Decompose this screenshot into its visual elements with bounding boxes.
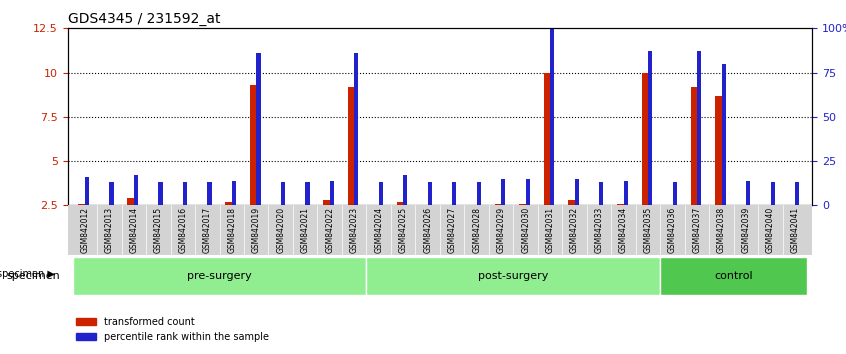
Text: GSM842030: GSM842030 xyxy=(521,207,530,253)
Bar xyxy=(379,182,383,205)
Bar xyxy=(648,51,652,205)
Bar xyxy=(305,182,310,205)
Bar xyxy=(281,182,285,205)
FancyBboxPatch shape xyxy=(366,257,661,295)
FancyBboxPatch shape xyxy=(661,257,807,295)
Bar xyxy=(128,198,136,205)
Text: GSM842020: GSM842020 xyxy=(277,207,285,253)
Bar xyxy=(397,202,405,205)
Text: GSM842028: GSM842028 xyxy=(472,207,481,253)
Text: GSM842032: GSM842032 xyxy=(570,207,580,253)
Bar xyxy=(624,181,628,205)
Bar xyxy=(354,53,359,205)
Text: GSM842019: GSM842019 xyxy=(252,207,261,253)
Bar xyxy=(519,204,528,205)
Bar xyxy=(795,182,799,205)
Bar xyxy=(569,200,577,205)
Bar xyxy=(256,53,261,205)
Text: GSM842014: GSM842014 xyxy=(129,207,138,253)
Text: GSM842023: GSM842023 xyxy=(349,207,359,253)
Bar xyxy=(771,182,775,205)
FancyBboxPatch shape xyxy=(73,257,366,295)
Text: pre-surgery: pre-surgery xyxy=(187,271,252,281)
Bar xyxy=(673,182,677,205)
Text: GSM842016: GSM842016 xyxy=(179,207,187,253)
Text: GSM842041: GSM842041 xyxy=(790,207,799,253)
Bar xyxy=(746,181,750,205)
Bar xyxy=(250,85,258,205)
Text: GSM842012: GSM842012 xyxy=(80,207,90,253)
Text: GSM842031: GSM842031 xyxy=(546,207,555,253)
Bar xyxy=(618,204,626,205)
Bar xyxy=(452,182,457,205)
Bar xyxy=(158,182,162,205)
Text: GSM842035: GSM842035 xyxy=(644,207,652,253)
Bar xyxy=(525,179,530,205)
Bar xyxy=(697,51,701,205)
Legend: transformed count, percentile rank within the sample: transformed count, percentile rank withi… xyxy=(73,313,272,346)
Bar xyxy=(428,182,432,205)
Bar xyxy=(550,28,554,205)
Text: GDS4345 / 231592_at: GDS4345 / 231592_at xyxy=(68,12,220,26)
Text: GSM842038: GSM842038 xyxy=(717,207,726,253)
Text: GSM842021: GSM842021 xyxy=(300,207,310,253)
Text: GSM842025: GSM842025 xyxy=(398,207,408,253)
Bar xyxy=(207,182,212,205)
Text: GSM842036: GSM842036 xyxy=(668,207,677,253)
Text: GSM842024: GSM842024 xyxy=(374,207,383,253)
Bar xyxy=(495,204,503,205)
Bar xyxy=(641,73,651,205)
Bar xyxy=(348,87,356,205)
Text: GSM842034: GSM842034 xyxy=(619,207,628,253)
Text: specimen: specimen xyxy=(7,271,60,281)
Bar xyxy=(109,182,113,205)
Text: GSM842029: GSM842029 xyxy=(497,207,506,253)
Bar xyxy=(183,182,187,205)
Bar xyxy=(85,177,89,205)
Bar xyxy=(404,175,408,205)
Text: GSM842040: GSM842040 xyxy=(766,207,775,253)
Bar xyxy=(79,204,87,205)
Text: GSM842015: GSM842015 xyxy=(154,207,162,253)
Bar xyxy=(134,175,138,205)
Bar xyxy=(690,87,699,205)
Text: GSM842033: GSM842033 xyxy=(595,207,603,253)
Bar xyxy=(715,96,723,205)
Text: GSM842017: GSM842017 xyxy=(203,207,212,253)
Bar xyxy=(501,179,505,205)
Text: post-surgery: post-surgery xyxy=(478,271,548,281)
Text: GSM842022: GSM842022 xyxy=(325,207,334,253)
Bar xyxy=(323,200,332,205)
Text: GSM842018: GSM842018 xyxy=(228,207,236,253)
Text: control: control xyxy=(715,271,753,281)
Bar xyxy=(476,182,481,205)
Bar xyxy=(232,181,236,205)
Text: specimen ▶: specimen ▶ xyxy=(0,269,55,279)
Bar xyxy=(544,73,552,205)
Bar xyxy=(722,64,726,205)
Text: GSM842039: GSM842039 xyxy=(742,207,750,253)
Text: GSM842027: GSM842027 xyxy=(448,207,457,253)
Bar xyxy=(574,179,579,205)
Text: GSM842013: GSM842013 xyxy=(105,207,114,253)
Text: GSM842026: GSM842026 xyxy=(423,207,432,253)
Bar xyxy=(330,181,334,205)
Bar xyxy=(225,202,233,205)
Text: GSM842037: GSM842037 xyxy=(693,207,701,253)
Bar xyxy=(599,182,603,205)
